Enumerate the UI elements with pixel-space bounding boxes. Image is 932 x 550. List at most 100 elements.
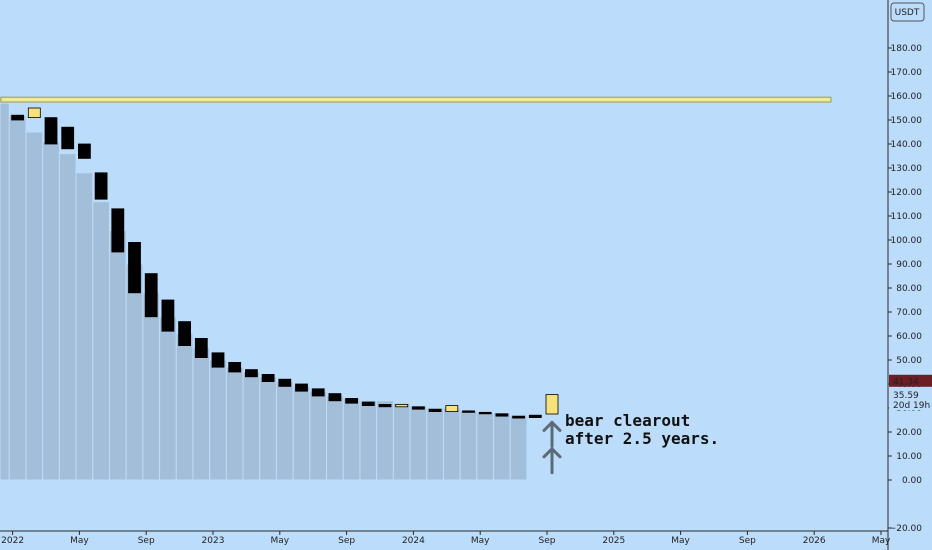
price-tick-label: −20.00 (889, 524, 923, 534)
price-axis[interactable]: USDT 180.00 170.00 160.00 150.00 140.00 130.0… (887, 0, 932, 550)
candle-up (27, 107, 41, 119)
area-column (442, 407, 461, 481)
candle-down (144, 273, 158, 318)
price-label-box (889, 398, 932, 411)
candle-down (194, 337, 208, 358)
area-column (175, 333, 194, 481)
price-tick-label: 0.00 (902, 476, 922, 486)
price-tick-label: 160.00 (891, 92, 923, 102)
price-tick-label: 100.00 (891, 236, 923, 246)
area-column (409, 405, 428, 481)
candle-down (245, 369, 258, 378)
time-tick-label: 2022 (1, 536, 24, 546)
time-tick-label: Sep (539, 536, 556, 546)
price-axis-background (888, 0, 932, 550)
candle-down (228, 361, 242, 373)
price-tick-label: 60.00 (896, 332, 922, 342)
candle-down (512, 415, 526, 419)
candle-down (94, 172, 108, 200)
price-tick-label: 110.00 (891, 212, 923, 222)
candle-down (328, 393, 342, 402)
candle-down (261, 373, 275, 382)
up-arrows (542, 420, 562, 475)
candle-down (44, 117, 58, 145)
candle-down (78, 143, 91, 159)
candle-down (61, 126, 75, 150)
price-tick-label: 140.00 (891, 140, 923, 150)
candle-down (528, 414, 542, 419)
time-tick-label: May (270, 536, 289, 546)
candle-down (361, 401, 375, 406)
area-column (476, 412, 495, 481)
area-column (209, 359, 227, 481)
candle-down (345, 397, 359, 404)
price-tick-label: 90.00 (896, 260, 922, 270)
time-tick-label: 2023 (202, 536, 225, 546)
time-tick-label: May (671, 536, 690, 546)
candle-down (495, 413, 509, 417)
area-column (326, 395, 344, 481)
area-column (275, 381, 294, 481)
candle-up (395, 403, 409, 408)
area-column (25, 131, 44, 481)
candle-down (478, 411, 492, 415)
candle-up (445, 405, 459, 413)
area-column (459, 409, 478, 481)
area-column (125, 263, 144, 481)
price-tick-label: 10.00 (896, 452, 922, 462)
time-tick-label: 2026 (803, 536, 826, 546)
area-column (309, 390, 328, 481)
time-tick-label: 2024 (402, 536, 425, 546)
currency-label: USDT (895, 8, 920, 18)
area-column (259, 376, 277, 481)
area-column (142, 292, 161, 481)
candle-down (428, 408, 442, 413)
area-column (426, 407, 444, 481)
resistance-band (0, 96, 832, 103)
currency-box[interactable] (890, 2, 925, 22)
time-tick-label: Sep (739, 536, 756, 546)
time-tick-label: May (872, 536, 891, 546)
candle-up (545, 394, 559, 415)
area-column (92, 201, 110, 481)
last-price-badge (889, 374, 932, 387)
area-column (42, 141, 60, 481)
candle-down (161, 299, 175, 332)
annotation-line-2: after 2.5 years. (565, 429, 719, 448)
time-tick-label: Sep (338, 536, 355, 546)
area-column (242, 371, 261, 481)
price-tick-label: 120.00 (891, 188, 923, 198)
price-tick-label: 50.00 (896, 356, 922, 366)
time-tick-label: 2025 (602, 536, 625, 546)
up-arrow-icon (542, 447, 562, 459)
price-tick-label: 20.00 (896, 428, 922, 438)
time-tick-label: May (70, 536, 89, 546)
last-price-label: 41.34 (893, 377, 919, 387)
price-tick-label: 80.00 (896, 284, 922, 294)
area-column (225, 366, 244, 481)
area-column (392, 402, 411, 481)
candle-down (278, 378, 292, 387)
area-column (493, 412, 511, 481)
candle-down (462, 410, 475, 413)
time-ticks: 2022 May Sep 2023 May Sep 2024 May Sep 2025 May Sep… (1, 531, 891, 546)
area-column (376, 400, 394, 481)
area-column (342, 397, 361, 481)
time-tick-label: Sep (138, 536, 155, 546)
candle-down (178, 321, 192, 347)
candle-down (295, 383, 308, 392)
time-axis[interactable]: 2022 May Sep 2023 May Sep 2024 May Sep 2025 May Sep… (0, 530, 891, 546)
area-column (75, 172, 94, 481)
price-label-text: 35.59 (893, 391, 919, 401)
price-tick-label: 170.00 (891, 68, 923, 78)
price-label-text: 20d 19h (893, 401, 930, 411)
annotation: bear clearout after 2.5 years. (565, 411, 719, 448)
area-column (509, 414, 528, 481)
area-column (159, 316, 177, 481)
price-tick-label: 150.00 (891, 116, 923, 126)
price-tick-label: 70.00 (896, 308, 922, 318)
area-series (0, 102, 528, 481)
area-column (359, 400, 378, 481)
